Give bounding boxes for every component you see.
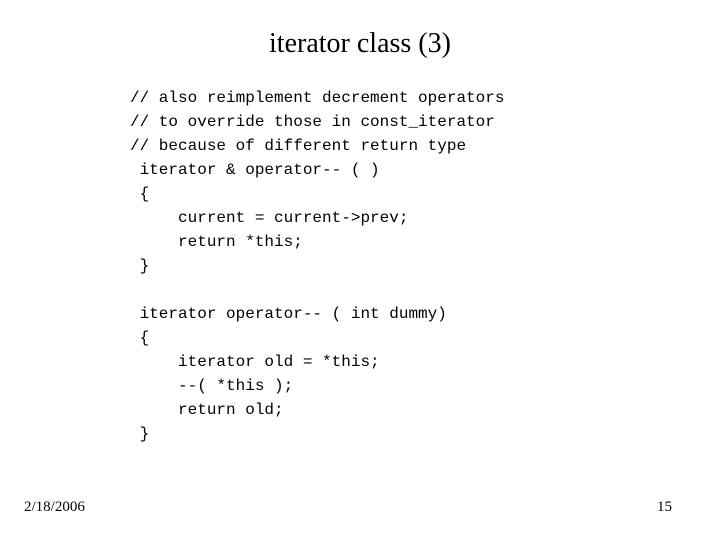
slide: iterator class (3) // also reimplement d… — [0, 0, 720, 540]
footer-page-number: 15 — [657, 499, 672, 516]
footer-date: 2/18/2006 — [24, 499, 85, 516]
slide-title: iterator class (3) — [0, 28, 720, 60]
code-block: // also reimplement decrement operators … — [130, 86, 504, 446]
